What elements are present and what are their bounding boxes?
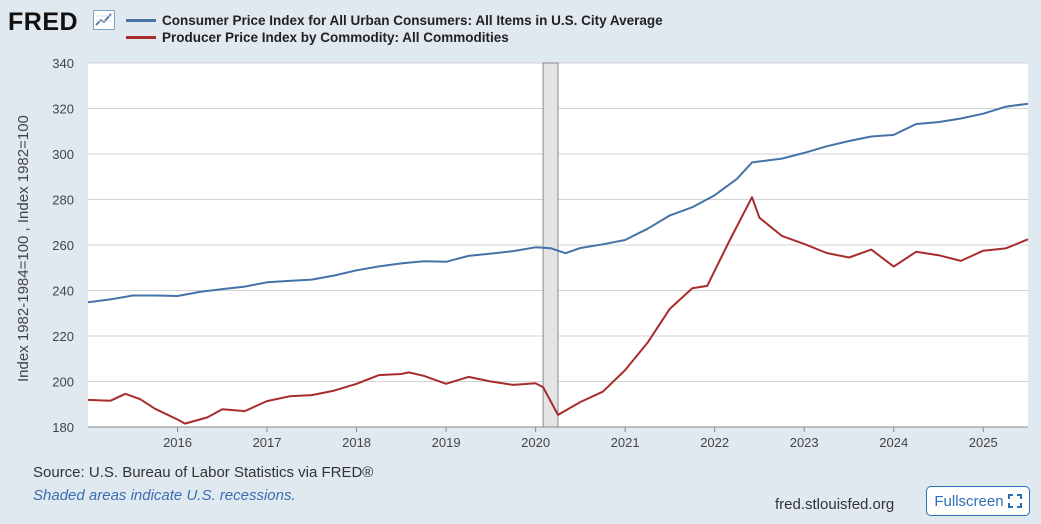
y-tick-label: 280 bbox=[52, 193, 74, 208]
x-tick-label: 2024 bbox=[879, 435, 908, 450]
x-tick-label: 2022 bbox=[700, 435, 729, 450]
legend-swatch-cpi bbox=[126, 19, 156, 22]
y-tick-label: 220 bbox=[52, 329, 74, 344]
y-tick-label: 320 bbox=[52, 102, 74, 117]
x-tick-label: 2025 bbox=[969, 435, 998, 450]
legend-swatch-ppi bbox=[126, 36, 156, 39]
cpi-series-line bbox=[87, 102, 1029, 304]
fred-logo[interactable]: FRED bbox=[8, 8, 79, 36]
source-text: Source: U.S. Bureau of Labor Statistics … bbox=[33, 464, 374, 481]
legend-item-cpi[interactable]: Consumer Price Index for All Urban Consu… bbox=[126, 12, 663, 29]
recession-shading bbox=[542, 62, 559, 428]
y-tick-label: 240 bbox=[52, 284, 74, 299]
x-tick-label: 2020 bbox=[521, 435, 550, 450]
fullscreen-button[interactable]: Fullscreen bbox=[926, 486, 1030, 516]
y-tick-label: 260 bbox=[52, 238, 74, 253]
y-tick-label: 340 bbox=[52, 56, 74, 71]
x-tick-label: 2023 bbox=[790, 435, 819, 450]
chart-header: FRED Consumer Price Index for All Urban … bbox=[8, 6, 1028, 50]
x-tick-label: 2016 bbox=[163, 435, 192, 450]
legend-label-ppi: Producer Price Index by Commodity: All C… bbox=[162, 30, 509, 45]
y-tick-label: 200 bbox=[52, 375, 74, 390]
line-chart[interactable]: 180 200 220 240 260 280 300 320 340 2016 2017 2018 2… bbox=[0, 0, 1041, 460]
chart-line-icon bbox=[93, 10, 115, 30]
legend-label-cpi: Consumer Price Index for All Urban Consu… bbox=[162, 13, 663, 28]
x-tick-label: 2019 bbox=[432, 435, 461, 450]
expand-icon bbox=[1007, 494, 1022, 508]
chart-legend: Consumer Price Index for All Urban Consu… bbox=[126, 12, 663, 46]
recession-note: Shaded areas indicate U.S. recessions. bbox=[33, 487, 296, 504]
site-link[interactable]: fred.stlouisfed.org bbox=[775, 496, 895, 513]
fullscreen-label: Fullscreen bbox=[934, 492, 1004, 510]
y-tick-label: 300 bbox=[52, 147, 74, 162]
legend-item-ppi[interactable]: Producer Price Index by Commodity: All C… bbox=[126, 29, 663, 46]
y-tick-label: 180 bbox=[52, 420, 74, 435]
ppi-series-line bbox=[87, 196, 1029, 425]
x-tick-label: 2018 bbox=[342, 435, 371, 450]
x-tick-label: 2021 bbox=[611, 435, 640, 450]
x-tick-label: 2017 bbox=[253, 435, 282, 450]
